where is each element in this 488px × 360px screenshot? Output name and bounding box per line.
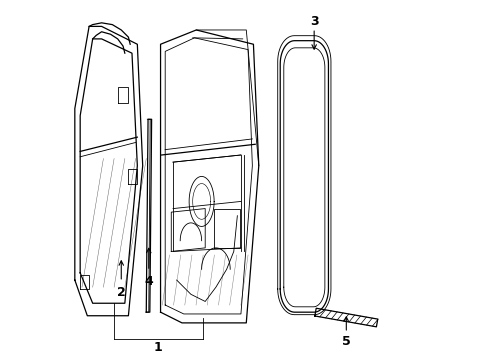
Text: 5: 5 — [341, 335, 350, 348]
Text: 2: 2 — [117, 286, 125, 299]
Text: 1: 1 — [154, 341, 163, 354]
Text: 3: 3 — [309, 14, 318, 27]
Text: 4: 4 — [144, 275, 153, 288]
